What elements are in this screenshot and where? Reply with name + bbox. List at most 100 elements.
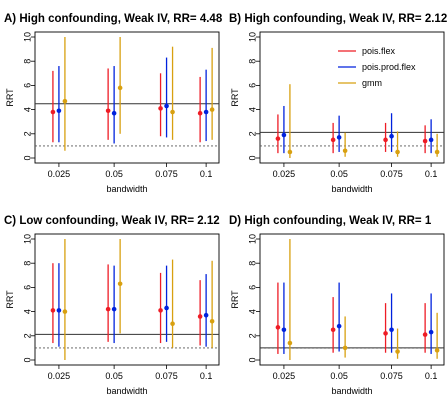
plot-frame — [259, 233, 445, 366]
x-tick-label: 0.025 — [273, 371, 296, 381]
point-estimate — [275, 136, 281, 141]
x-tick-label: 0.075 — [380, 371, 403, 381]
point-estimate — [203, 109, 209, 115]
point-estimate — [383, 137, 388, 143]
y-tick-label: 8 — [22, 59, 32, 64]
y-tick-label: 8 — [247, 59, 257, 64]
y-tick-label: 6 — [22, 285, 32, 290]
point-estimate — [389, 133, 394, 139]
point-estimate — [336, 323, 342, 329]
y-tick-label: 8 — [247, 261, 257, 266]
y-tick-label: 0 — [22, 155, 32, 160]
y-axis-label: RRT — [5, 290, 15, 309]
x-tick-label: 0.1 — [200, 371, 213, 381]
panel-a: A) High confounding, Weak IV, RR= 4.48 0 2… — [4, 13, 223, 194]
point-estimate — [428, 137, 434, 143]
point-estimate — [197, 314, 203, 319]
point-estimate — [197, 110, 203, 116]
point-estimate — [287, 149, 293, 155]
x-axis-label: bandwidth — [106, 386, 147, 396]
y-tick-label: 6 — [247, 83, 257, 88]
y-tick-label: 2 — [247, 131, 257, 136]
y-tick-label: 0 — [247, 357, 257, 362]
point-estimate — [422, 332, 428, 337]
point-estimate — [287, 340, 293, 346]
point-estimate — [383, 331, 388, 336]
panel-b: B) High confounding, Weak IV, RR= 2.12 0 2… — [229, 13, 447, 194]
point-estimate — [50, 109, 56, 115]
point-estimate — [336, 135, 342, 140]
y-tick-label: 2 — [22, 131, 32, 136]
y-axis-label: RRT — [230, 88, 240, 107]
y-tick-label: 0 — [247, 155, 257, 160]
x-tick-label: 0.025 — [48, 371, 71, 381]
point-estimate — [158, 106, 163, 111]
legend-entry: pois.flex — [362, 46, 396, 56]
y-tick-label: 8 — [22, 261, 32, 266]
point-estimate — [275, 325, 281, 330]
point-estimate — [164, 305, 169, 311]
y-tick-label: 4 — [22, 107, 32, 112]
y-tick-label: 10 — [22, 234, 32, 244]
point-estimate — [395, 149, 400, 155]
x-tick-label: 0.075 — [155, 169, 178, 179]
panel-title: C) Low confounding, Weak IV, RR= 2.12 — [4, 215, 220, 227]
point-estimate — [111, 306, 117, 312]
x-tick-label: 0.1 — [425, 371, 438, 381]
point-estimate — [330, 137, 336, 143]
y-tick-label: 4 — [247, 309, 257, 314]
panel-title: D) High confounding, Weak IV, RR= 1 — [229, 215, 432, 227]
point-estimate — [209, 318, 215, 324]
point-estimate — [422, 138, 428, 144]
point-estimate — [56, 308, 62, 313]
x-tick-label: 0.1 — [200, 169, 213, 179]
point-estimate — [434, 348, 440, 353]
point-estimate — [342, 345, 348, 351]
y-tick-label: 6 — [22, 83, 32, 88]
y-tick-label: 4 — [22, 309, 32, 314]
x-tick-label: 0.025 — [273, 169, 296, 179]
y-axis-label: RRT — [5, 88, 15, 107]
x-tick-label: 0.05 — [330, 169, 348, 179]
point-estimate — [158, 308, 163, 313]
point-estimate — [62, 309, 68, 314]
x-tick-label: 0.05 — [105, 169, 123, 179]
x-axis-label: bandwidth — [331, 386, 372, 396]
y-tick-label: 10 — [247, 234, 257, 244]
y-tick-label: 0 — [22, 357, 32, 362]
x-tick-label: 0.025 — [48, 169, 71, 179]
x-tick-label: 0.05 — [105, 371, 123, 381]
panel-c: C) Low confounding, Weak IV, RR= 2.12 0 2 4… — [4, 215, 220, 396]
point-estimate — [111, 110, 117, 116]
point-estimate — [50, 308, 56, 313]
plot-frame — [34, 233, 220, 366]
point-estimate — [281, 132, 287, 138]
y-tick-label: 6 — [247, 285, 257, 290]
x-tick-label: 0.1 — [425, 169, 438, 179]
panel-title: B) High confounding, Weak IV, RR= 2.12 — [229, 13, 447, 25]
point-estimate — [209, 107, 215, 112]
x-axis-label: bandwidth — [331, 184, 372, 194]
y-tick-label: 2 — [22, 333, 32, 338]
legend-entry: gmm — [362, 78, 382, 88]
y-tick-label: 4 — [247, 107, 257, 112]
point-estimate — [164, 103, 169, 109]
point-estimate — [56, 108, 62, 114]
x-tick-label: 0.075 — [155, 371, 178, 381]
panel-d: D) High confounding, Weak IV, RR= 1 0 2 4 6 8… — [229, 215, 445, 396]
y-tick-label: 10 — [22, 32, 32, 42]
x-axis-label: bandwidth — [106, 184, 147, 194]
point-estimate — [117, 85, 123, 91]
point-estimate — [434, 149, 440, 155]
legend: pois.flex pois.prod.flex gmm — [338, 46, 416, 88]
point-estimate — [170, 321, 175, 327]
x-tick-label: 0.075 — [380, 169, 403, 179]
point-estimate — [105, 108, 111, 114]
point-estimate — [62, 98, 68, 104]
y-tick-label: 2 — [247, 333, 257, 338]
plot-frame — [259, 31, 445, 164]
point-estimate — [117, 281, 123, 287]
point-estimate — [105, 306, 111, 312]
